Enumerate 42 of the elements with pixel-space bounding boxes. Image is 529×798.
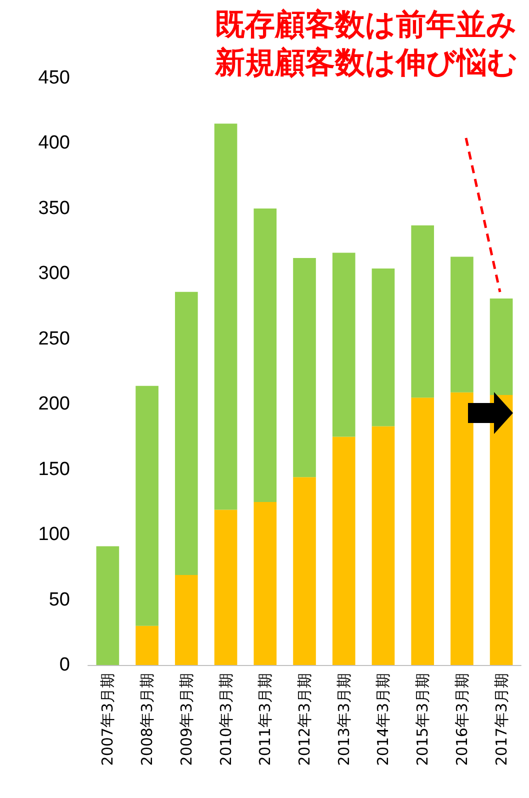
y-tick-label: 400 [38, 132, 70, 154]
bar [293, 258, 316, 478]
x-tick-label: 2012年3月期 [296, 673, 314, 766]
x-tick-label: 2013年3月期 [334, 673, 353, 766]
bar [332, 252, 356, 437]
bar [254, 502, 277, 665]
x-tick-label: 2017年3月期 [492, 673, 510, 766]
bar [254, 208, 277, 502]
x-tick-label: 2008年3月期 [138, 673, 156, 766]
bar [174, 574, 198, 665]
x-tick-label: 2007年3月期 [98, 673, 117, 766]
y-tick-label: 350 [38, 198, 70, 219]
bar [450, 392, 474, 665]
y-tick-label: 450 [38, 68, 70, 88]
bar [411, 398, 434, 665]
chart-subtitle: 新規顧客数は伸び悩む [214, 46, 518, 80]
bar [96, 546, 120, 665]
bar [372, 426, 395, 665]
y-tick-label: 150 [38, 458, 70, 480]
bar [372, 268, 395, 426]
x-tick-label: 2009年3月期 [177, 673, 196, 766]
x-tick-label: 2010年3月期 [216, 673, 235, 766]
chart-title: 既存顧客数は前年並み [215, 8, 517, 42]
x-tick-label: 2014年3月期 [374, 673, 392, 766]
x-tick-label: 2016年3月期 [452, 673, 471, 766]
x-tick-label: 2015年3月期 [414, 673, 432, 766]
bar [136, 386, 158, 626]
bar [214, 124, 238, 510]
x-tick-label: 2011年3月期 [256, 673, 274, 766]
bar [174, 292, 198, 575]
y-tick-label: 300 [38, 263, 70, 284]
y-tick-label: 250 [38, 328, 70, 350]
bar [293, 477, 316, 665]
bar [136, 626, 158, 665]
bar [332, 436, 356, 665]
bar [450, 256, 474, 392]
y-tick-label: 0 [59, 654, 70, 676]
y-tick-label: 100 [38, 524, 70, 546]
y-tick-label: 50 [48, 589, 70, 610]
bar [411, 225, 434, 398]
y-tick-label: 200 [38, 394, 70, 415]
bar [214, 510, 238, 665]
